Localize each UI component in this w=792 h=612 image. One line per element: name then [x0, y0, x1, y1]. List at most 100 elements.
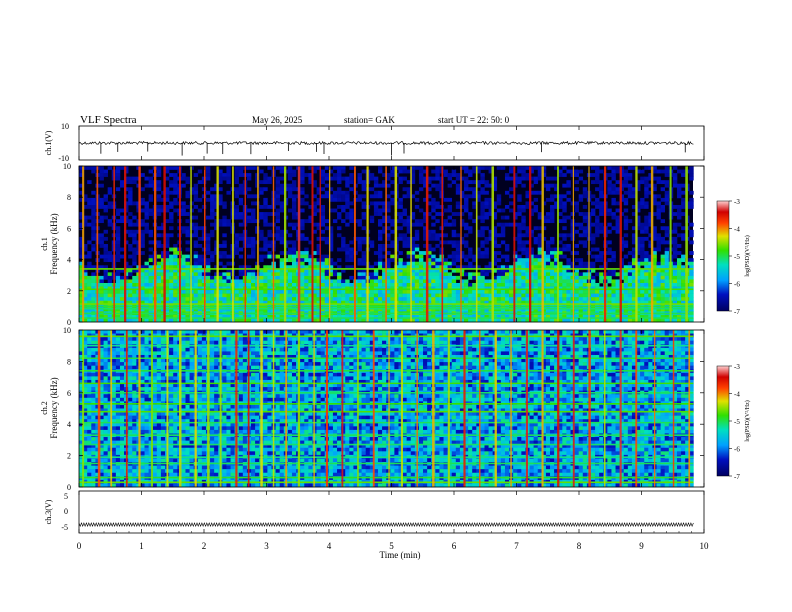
spectrogram-cell: [431, 275, 436, 280]
spectrogram-cell: [115, 437, 121, 441]
spectrogram-cell: [390, 169, 395, 174]
spectrogram-cell: [492, 275, 498, 280]
spectrogram-cell: [558, 212, 563, 216]
spectrogram-cell: [193, 268, 199, 273]
spectrogram-cell: [636, 222, 641, 227]
spectrogram-cell: [312, 268, 317, 273]
spectrogram-cell: [623, 272, 629, 277]
spectrogram-cell: [119, 419, 125, 424]
spectrogram-cell: [210, 258, 215, 263]
spectrogram-cell: [447, 300, 453, 305]
spectrogram-cell: [484, 190, 489, 195]
spectrogram-cell: [435, 300, 440, 305]
spectrogram-cell: [599, 205, 604, 209]
spectrogram-cell: [107, 337, 113, 342]
spectrogram-cell: [91, 330, 96, 334]
spectrogram-cell: [402, 275, 407, 280]
spectrogram-cell: [431, 169, 436, 174]
spectrogram-cell: [382, 265, 387, 270]
spectrogram-cell: [681, 293, 686, 298]
spectrogram-cell: [324, 166, 330, 170]
spectrogram-cell: [337, 318, 342, 323]
spectrogram-cell: [615, 180, 620, 185]
spectrogram-cell: [545, 240, 551, 245]
spectrogram-cell: [107, 330, 113, 334]
spectrogram-cell: [521, 176, 526, 181]
spectrogram-cell: [210, 208, 215, 213]
spectrogram-cell: [320, 212, 326, 216]
spectrogram-cell: [218, 283, 223, 287]
spectrogram-cell: [205, 290, 211, 294]
spectrogram-cell: [623, 300, 629, 305]
spectrogram-cell: [214, 290, 219, 294]
spectrogram-cell: [246, 173, 252, 177]
spectrogram-cell: [623, 244, 629, 248]
spectrogram-cell: [119, 447, 125, 452]
spectrogram-cell: [451, 258, 457, 263]
spectrogram-cell: [103, 422, 108, 427]
spectrogram-cell: [345, 194, 350, 199]
spectrogram-cell: [595, 180, 600, 185]
spectrogram-cell: [541, 265, 547, 270]
spectrogram-cell: [165, 208, 170, 213]
spectrogram-cell: [160, 197, 166, 202]
spectrogram-cell: [582, 307, 588, 312]
spectrogram-cell: [222, 176, 227, 181]
spectrogram-cell: [480, 272, 485, 277]
spectrogram-cell: [664, 247, 670, 252]
spectrogram-cell: [525, 229, 530, 234]
spectrogram-cell: [349, 258, 354, 263]
spectrogram-cell: [263, 180, 268, 185]
spectrogram-cell: [246, 236, 252, 241]
spectrogram-cell: [578, 233, 584, 238]
spectrogram-cell: [128, 272, 133, 277]
spectrogram-cell: [644, 297, 649, 302]
spectrogram-cell: [87, 415, 92, 420]
spectrogram-cell: [418, 187, 424, 192]
spectrogram-cell: [480, 166, 485, 170]
spectrogram-cell: [500, 229, 506, 234]
spectrogram-cell: [115, 358, 121, 363]
spectrogram-cell: [537, 290, 543, 294]
spectrogram-cell: [423, 283, 428, 287]
spectrogram-cell: [398, 293, 403, 298]
spectrogram-cell: [382, 314, 387, 319]
spectrogram-cell: [246, 166, 252, 170]
spectrogram-cell: [238, 190, 244, 195]
spectrogram-cell: [259, 258, 264, 263]
spectrogram-cell: [222, 318, 227, 323]
spectrogram-cell: [316, 190, 321, 195]
spectrogram-cell: [279, 251, 285, 255]
spectrogram-cell: [582, 261, 588, 266]
spectrogram-cell: [607, 240, 612, 245]
spectrogram-cell: [554, 194, 559, 199]
spectrogram-cell: [99, 176, 104, 181]
spectrogram-cell: [484, 247, 489, 252]
spectrogram-cell: [193, 318, 199, 323]
spectrogram-cell: [664, 265, 670, 270]
date-label: May 26, 2025: [252, 115, 303, 125]
spectrogram-cell: [492, 300, 498, 305]
spectrogram-cell: [631, 265, 637, 270]
spectrogram-cell: [676, 265, 682, 270]
spectrogram-cell: [345, 180, 350, 185]
spectrogram-cell: [304, 194, 309, 199]
spectrogram-cell: [476, 297, 481, 302]
spectrogram-cell: [500, 290, 506, 294]
spectrogram-cell: [173, 293, 178, 298]
spectrogram-cell: [328, 272, 334, 277]
spectrogram-cell: [521, 183, 526, 188]
spectrogram-cell: [337, 265, 342, 270]
spectrogram-cell: [156, 318, 162, 323]
ch1-tick-top: 10: [61, 122, 69, 131]
ch1-frequency-ylabel: Frequency (kHz): [49, 213, 59, 274]
spectrogram-cell: [320, 176, 326, 181]
spectrogram-cell: [234, 290, 240, 294]
spectrogram-cell: [525, 247, 530, 252]
spectrogram-cell: [193, 251, 199, 255]
spectrogram-cell: [378, 265, 383, 270]
spectrogram-cell: [369, 194, 375, 199]
spectrogram-cell: [238, 212, 244, 216]
spectrogram-cell: [509, 293, 514, 298]
spectrogram-cell: [418, 251, 424, 255]
